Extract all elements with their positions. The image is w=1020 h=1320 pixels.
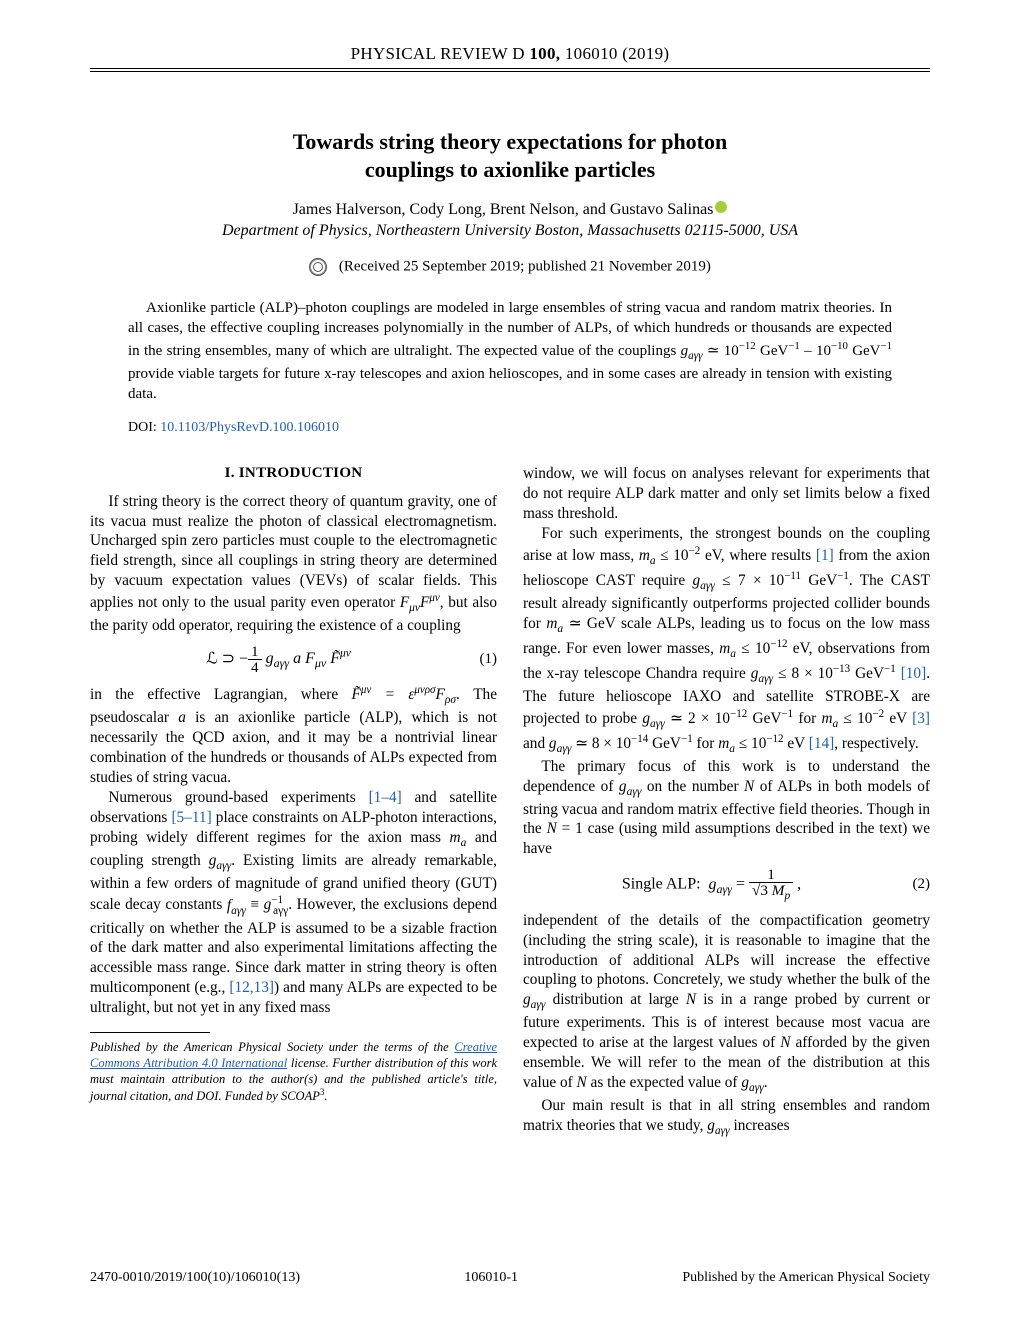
- license-footnote: Published by the American Physical Socie…: [90, 1039, 497, 1104]
- equation-1: ℒ ⊃ −14 gaγγ a Fμν F̃μν (1): [90, 644, 497, 675]
- right-p5: Our main result is that in all string en…: [523, 1096, 930, 1139]
- page: PHYSICAL REVIEW D 100, 106010 (2019) Tow…: [0, 0, 1020, 1320]
- left-column: I. INTRODUCTION If string theory is the …: [90, 464, 497, 1138]
- footer-center: 106010-1: [464, 1270, 518, 1286]
- right-p4: independent of the details of the compac…: [523, 911, 930, 1096]
- cite-1-4[interactable]: [1–4]: [369, 789, 402, 806]
- footer-left: 2470-0010/2019/100(10)/106010(13): [90, 1270, 300, 1286]
- author-list: James Halverson, Cody Long, Brent Nelson…: [293, 201, 714, 218]
- abstract: Axionlike particle (ALP)–photon coupling…: [128, 298, 892, 404]
- cite-1[interactable]: [1]: [816, 547, 834, 564]
- header-rule-thin: [90, 71, 930, 72]
- section-heading: I. INTRODUCTION: [90, 464, 497, 484]
- equation-2: Single ALP: gaγγ = 1√3 Mp , (2): [523, 867, 930, 903]
- article-title: Towards string theory expectations for p…: [90, 128, 930, 183]
- right-p1: window, we will focus on analyses releva…: [523, 464, 930, 524]
- right-p3: The primary focus of this work is to und…: [523, 757, 930, 859]
- cite-5-11[interactable]: [5–11]: [171, 809, 211, 826]
- footnote-text-a: Published by the American Physical Socie…: [90, 1040, 454, 1054]
- eq2-body: Single ALP: gaγγ = 1√3 Mp ,: [523, 867, 900, 903]
- doi-line: DOI: 10.1103/PhysRevD.100.106010: [128, 420, 892, 436]
- orcid-icon[interactable]: [715, 201, 727, 213]
- abstract-text: Axionlike particle (ALP)–photon coupling…: [128, 298, 892, 404]
- footnote-rule: [90, 1032, 210, 1033]
- cite-14[interactable]: [14]: [809, 735, 835, 752]
- left-p1: If string theory is the correct theory o…: [90, 492, 497, 636]
- dates: (Received 25 September 2019; published 2…: [339, 258, 711, 274]
- right-p2: For such experiments, the strongest boun…: [523, 524, 930, 757]
- page-footer: 2470-0010/2019/100(10)/106010(13) 106010…: [90, 1270, 930, 1286]
- body-columns: I. INTRODUCTION If string theory is the …: [90, 464, 930, 1138]
- footer-right: Published by the American Physical Socie…: [682, 1270, 930, 1286]
- dates-row: (Received 25 September 2019; published 2…: [90, 258, 930, 276]
- eq2-label: Single ALP:: [622, 876, 701, 893]
- journal-name: PHYSICAL REVIEW D: [351, 44, 525, 63]
- header-rule-thick: [90, 68, 930, 69]
- title-line1: Towards string theory expectations for p…: [90, 128, 930, 156]
- right-column: window, we will focus on analyses releva…: [523, 464, 930, 1138]
- affiliation: Department of Physics, Northeastern Univ…: [90, 222, 930, 240]
- cite-3[interactable]: [3]: [912, 710, 930, 727]
- cite-10[interactable]: [10]: [901, 665, 927, 682]
- left-p2: in the effective Lagrangian, where F̃μν …: [90, 683, 497, 788]
- eq2-number: (2): [900, 875, 930, 895]
- left-p3: Numerous ground-based experiments [1–4] …: [90, 788, 497, 1018]
- authors: James Halverson, Cody Long, Brent Nelson…: [90, 201, 930, 219]
- eq1-body: ℒ ⊃ −14 gaγγ a Fμν F̃μν: [90, 644, 467, 675]
- doi-link[interactable]: 10.1103/PhysRevD.100.106010: [160, 420, 339, 435]
- eq1-number: (1): [467, 650, 497, 670]
- cite-12-13[interactable]: [12,13]: [229, 979, 274, 996]
- article-id: 106010 (2019): [565, 44, 669, 63]
- title-line2: couplings to axionlike particles: [90, 156, 930, 184]
- open-access-icon: [309, 258, 327, 276]
- doi-label: DOI:: [128, 420, 157, 435]
- volume: 100,: [529, 44, 560, 63]
- running-head: PHYSICAL REVIEW D 100, 106010 (2019): [90, 44, 930, 64]
